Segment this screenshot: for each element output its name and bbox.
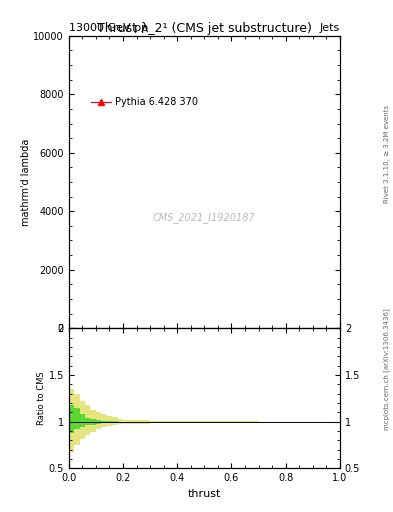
Y-axis label: mathrm'd lambda: mathrm'd lambda bbox=[20, 138, 31, 226]
Y-axis label: Ratio to CMS: Ratio to CMS bbox=[37, 372, 46, 425]
Title: Thrust λ_2¹ (CMS jet substructure): Thrust λ_2¹ (CMS jet substructure) bbox=[97, 22, 312, 35]
Text: CMS_2021_I1920187: CMS_2021_I1920187 bbox=[153, 211, 256, 223]
X-axis label: thrust: thrust bbox=[188, 489, 221, 499]
Text: Rivet 3.1.10, ≥ 3.2M events: Rivet 3.1.10, ≥ 3.2M events bbox=[384, 104, 390, 203]
Text: Jets: Jets bbox=[320, 23, 340, 33]
Legend: Pythia 6.428 370: Pythia 6.428 370 bbox=[87, 93, 202, 111]
Text: 13000 GeV pp: 13000 GeV pp bbox=[69, 23, 148, 33]
Text: mcplots.cern.ch [arXiv:1306.3436]: mcplots.cern.ch [arXiv:1306.3436] bbox=[384, 308, 391, 430]
